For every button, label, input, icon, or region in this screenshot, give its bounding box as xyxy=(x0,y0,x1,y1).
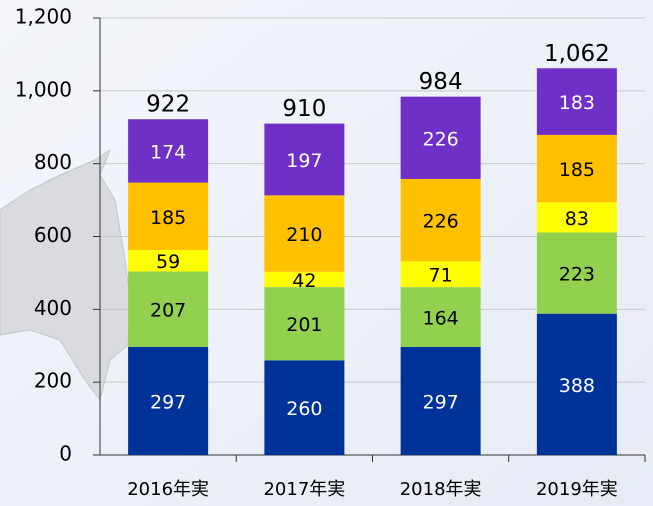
bar-segment xyxy=(536,232,617,314)
data-label: 388 xyxy=(559,375,595,397)
bar-segment xyxy=(536,202,617,233)
data-label: 174 xyxy=(150,141,186,163)
data-label: 42 xyxy=(292,270,316,292)
x-tick-label: 2019年実 xyxy=(536,479,618,500)
bar-segment xyxy=(264,123,345,196)
y-tick-label: 200 xyxy=(34,369,72,393)
x-tick-label: 2017年実 xyxy=(263,479,345,500)
bar-segment xyxy=(128,346,209,455)
y-tick-label: 800 xyxy=(34,150,72,174)
y-tick-label: 1,000 xyxy=(15,77,72,101)
bar-segment xyxy=(400,346,481,455)
bar-segment xyxy=(400,96,481,179)
bar-segment xyxy=(264,195,345,272)
total-label: 922 xyxy=(146,92,190,118)
bar-segment xyxy=(400,178,481,262)
bar-segment xyxy=(128,182,209,250)
y-tick-label: 600 xyxy=(34,223,72,247)
total-label: 910 xyxy=(282,96,326,122)
total-label: 1,062 xyxy=(544,41,610,67)
y-tick-label: 1,200 xyxy=(15,5,72,29)
data-label: 226 xyxy=(422,128,458,150)
bar-segment xyxy=(128,249,209,272)
data-label: 223 xyxy=(559,264,595,286)
y-tick-label: 400 xyxy=(34,296,72,320)
data-label: 71 xyxy=(429,265,453,287)
data-label: 201 xyxy=(286,314,322,336)
data-label: 185 xyxy=(559,159,595,181)
data-label: 207 xyxy=(150,300,186,322)
data-label: 183 xyxy=(559,92,595,114)
x-tick-label: 2016年実 xyxy=(127,479,209,500)
bar-segment xyxy=(264,271,345,288)
data-label: 297 xyxy=(150,391,186,413)
data-label: 260 xyxy=(286,398,322,420)
data-label: 197 xyxy=(286,150,322,172)
data-label: 164 xyxy=(422,307,458,329)
bar-segment xyxy=(536,68,617,135)
bar-segment xyxy=(264,287,345,361)
y-tick-label: 0 xyxy=(59,442,72,466)
data-label: 210 xyxy=(286,224,322,246)
data-label: 59 xyxy=(156,251,180,273)
bar-segment xyxy=(128,119,209,183)
data-label: 185 xyxy=(150,207,186,229)
bar-segment xyxy=(400,261,481,288)
data-label: 226 xyxy=(422,211,458,233)
bar-segment xyxy=(400,287,481,347)
bar-segment xyxy=(128,271,209,347)
bar-segment xyxy=(264,360,345,455)
bar-segment xyxy=(536,134,617,203)
total-label: 984 xyxy=(419,69,463,95)
data-label: 297 xyxy=(422,391,458,413)
data-label: 83 xyxy=(565,208,589,230)
bar-segment xyxy=(536,313,617,455)
x-tick-label: 2018年実 xyxy=(400,479,482,500)
